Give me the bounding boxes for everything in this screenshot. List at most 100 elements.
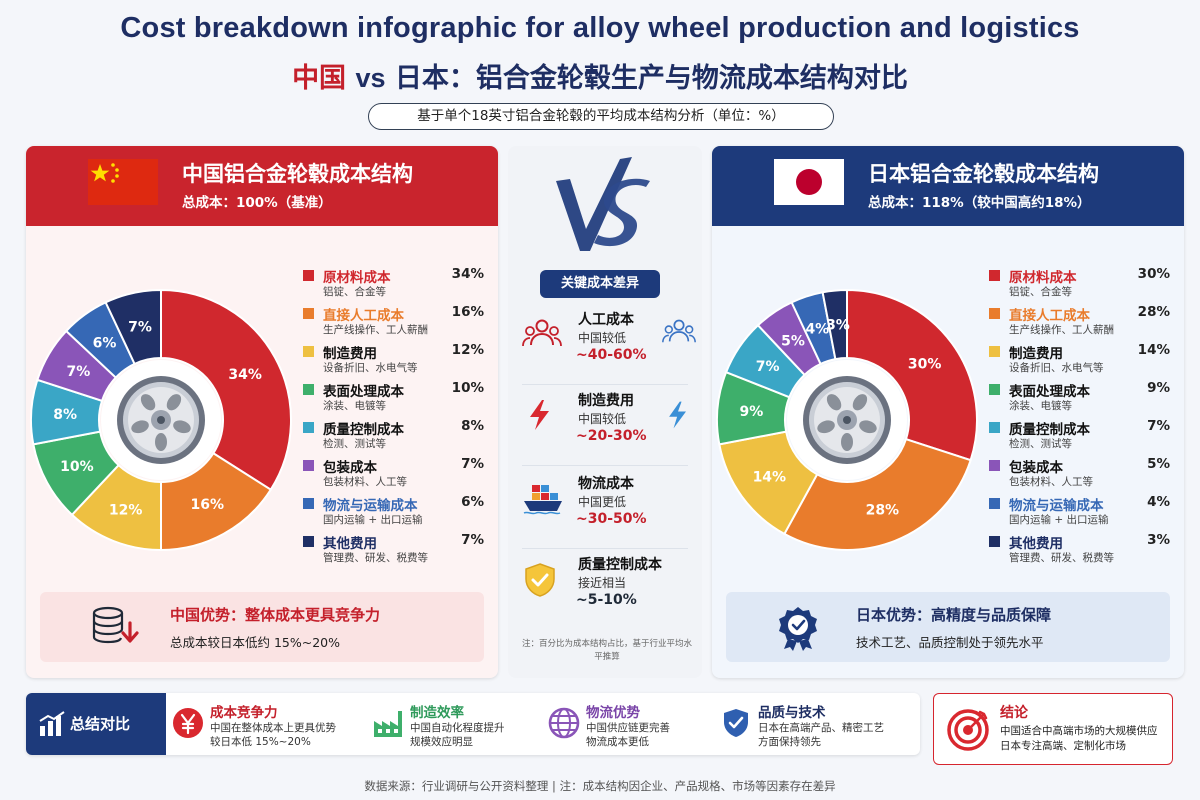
japan-slice-label-6: 4% — [805, 322, 829, 338]
china-slice-label-5: 7% — [66, 364, 90, 380]
title-vs: vs — [355, 63, 386, 93]
legend-name: 直接人工成本 — [1009, 308, 1090, 324]
japan-donut-chart: 30% 28% 14% 9% 7%5%4%3% — [716, 288, 978, 551]
legend-swatch — [303, 308, 314, 319]
japan-slice-label-2: 14% — [753, 469, 787, 485]
japan-header: 日本铝合金轮毂成本结构 总成本：118%（较中国高约18%） — [712, 146, 1184, 226]
diff-logistics: 物流成本 中国更低 ~30-50% — [508, 473, 702, 549]
japan-advantage-title: 日本优势：高精度与品质保障 — [856, 606, 1052, 624]
title-china: 中国 — [292, 63, 347, 94]
legend-item: 其他费用 7% 管理费、研发、税费等 — [303, 532, 488, 570]
legend-swatch — [303, 270, 314, 281]
page-title-en: Cost breakdown infographic for alloy whe… — [120, 12, 1080, 44]
cargo-ship-icon — [523, 485, 562, 515]
legend-item: 物流与运输成本 6% 国内运输 + 出口运输 — [303, 494, 488, 532]
legend-swatch — [303, 498, 314, 509]
legend-item: 包装成本 5% 包装材料、人工等 — [989, 456, 1174, 494]
summary-title: 品质与技术 — [758, 705, 826, 721]
legend-swatch — [303, 460, 314, 471]
legend-desc: 检测、测试等 — [323, 438, 386, 450]
legend-desc: 包装材料、人工等 — [323, 476, 407, 488]
china-slice-label-6: 6% — [93, 335, 117, 351]
legend-item: 包装成本 7% 包装材料、人工等 — [303, 456, 488, 494]
china-slice-label-3: 10% — [60, 459, 94, 475]
legend-item: 物流与运输成本 4% 国内运输 + 出口运输 — [989, 494, 1174, 532]
vs-label: VS — [604, 220, 606, 222]
key-differences-title: 关键成本差异 — [540, 270, 660, 298]
china-flag-icon — [88, 159, 158, 205]
conclusion-text: 中国适合中高端市场的大规模供应 日本专注高端、定制化市场 — [1000, 724, 1158, 754]
diff-quality: 质量控制成本 接近相当 ~5-10% — [508, 554, 702, 630]
legend-swatch — [303, 536, 314, 547]
divider — [522, 384, 688, 385]
china-advantage-sub: 总成本较日本低约 15%~20% — [170, 635, 341, 650]
legend-name: 制造费用 — [1009, 346, 1063, 362]
legend-item: 其他费用 3% 管理费、研发、税费等 — [989, 532, 1174, 570]
bar-chart-icon — [39, 711, 65, 736]
legend-value: 6% — [461, 494, 484, 510]
china-slice-label-7: 7% — [128, 319, 152, 335]
diff-value: ~20-30% — [576, 428, 647, 444]
legend-item: 质量控制成本 7% 检测、测试等 — [989, 418, 1174, 456]
legend-swatch — [989, 346, 1000, 357]
diff-value: ~5-10% — [576, 592, 637, 608]
diff-manufacturing: 制造费用 中国较低 ~20-30% — [508, 390, 702, 466]
china-header: 中国铝合金轮毂成本结构 总成本：100%（基准） — [26, 146, 498, 226]
summary-manufacturing-efficiency: 制造效率 中国自动化程度提升 规模效应明显 — [372, 693, 552, 755]
japan-slice-label-7: 3% — [826, 317, 850, 333]
legend-value: 34% — [451, 266, 484, 282]
summary-cost-competitiveness: 成本竞争力 中国在整体成本上更具优势 较日本低 15%~20% — [172, 693, 352, 755]
yen-icon — [173, 708, 203, 738]
japan-slice-label-0: 30% — [908, 357, 942, 373]
title-japan: 日本：铝合金轮毂生产与物流成本结构对比 — [394, 63, 908, 94]
china-legend: 原材料成本 34% 铝锭、合金等 直接人工成本 16% 生产线操作、工人薪酬 制造费用 12%… — [303, 266, 488, 570]
divider — [522, 465, 688, 466]
shield-check-blue-icon — [724, 709, 748, 737]
summary-desc: 日本在高端产品、精密工艺 方面保持领先 — [758, 721, 884, 749]
legend-name: 物流与运输成本 — [1009, 498, 1104, 514]
legend-swatch — [989, 270, 1000, 281]
legend-item: 直接人工成本 16% 生产线操作、工人薪酬 — [303, 304, 488, 342]
legend-swatch — [989, 384, 1000, 395]
summary-quality-technology: 品质与技术 日本在高端产品、精密工艺 方面保持领先 — [720, 693, 900, 755]
legend-value: 7% — [461, 532, 484, 548]
legend-name: 原材料成本 — [1009, 270, 1077, 286]
summary-title: 成本竞争力 — [210, 705, 278, 721]
japan-legend: 原材料成本 30% 铝锭、合金等 直接人工成本 28% 生产线操作、工人薪酬 制造费用 14%… — [989, 266, 1174, 570]
legend-item: 表面处理成本 9% 涂装、电镀等 — [989, 380, 1174, 418]
diff-value: ~30-50% — [576, 511, 647, 527]
summary-desc-line: 中国自动化程度提升 — [410, 722, 505, 734]
legend-desc: 管理费、研发、税费等 — [1009, 552, 1114, 564]
summary-desc-line: 规模效应明显 — [410, 736, 473, 748]
legend-name: 物流与运输成本 — [323, 498, 418, 514]
legend-item: 制造费用 14% 设备折旧、水电气等 — [989, 342, 1174, 380]
summary-desc-line: 日本在高端产品、精密工艺 — [758, 722, 884, 734]
diff-title: 物流成本 — [578, 476, 634, 492]
legend-value: 8% — [461, 418, 484, 434]
legend-value: 7% — [1147, 418, 1170, 434]
workers-red-icon — [522, 319, 562, 347]
japan-slice-7 — [821, 288, 848, 361]
middle-note: 注：百分比为成本结构占比，基于行业平均水平推算 — [521, 639, 692, 662]
diff-title: 制造费用 — [578, 393, 634, 409]
japan-slice-1 — [783, 437, 972, 551]
japan-slice-label-3: 9% — [740, 404, 764, 420]
legend-value: 14% — [1137, 342, 1170, 358]
shield-check-icon — [525, 563, 555, 597]
legend-desc: 涂装、电镀等 — [323, 400, 386, 412]
legend-name: 原材料成本 — [323, 270, 391, 286]
alloy-wheel-icon — [117, 376, 205, 464]
legend-name: 直接人工成本 — [323, 308, 404, 324]
summary-desc-line: 中国在整体成本上更具优势 — [210, 722, 336, 734]
legend-name: 制造费用 — [323, 346, 377, 362]
legend-value: 4% — [1147, 494, 1170, 510]
legend-name: 表面处理成本 — [323, 384, 404, 400]
china-slice-7 — [104, 288, 162, 366]
target-icon — [947, 709, 989, 751]
legend-name: 其他费用 — [323, 536, 377, 552]
summary-label: 总结对比 — [70, 715, 131, 733]
china-panel-title: 中国铝合金轮毂成本结构 — [182, 162, 413, 186]
page-title-cn: 中国 vs 日本：铝合金轮毂生产与物流成本结构对比 — [0, 56, 1200, 95]
china-slice-0 — [160, 288, 292, 492]
legend-swatch — [989, 308, 1000, 319]
